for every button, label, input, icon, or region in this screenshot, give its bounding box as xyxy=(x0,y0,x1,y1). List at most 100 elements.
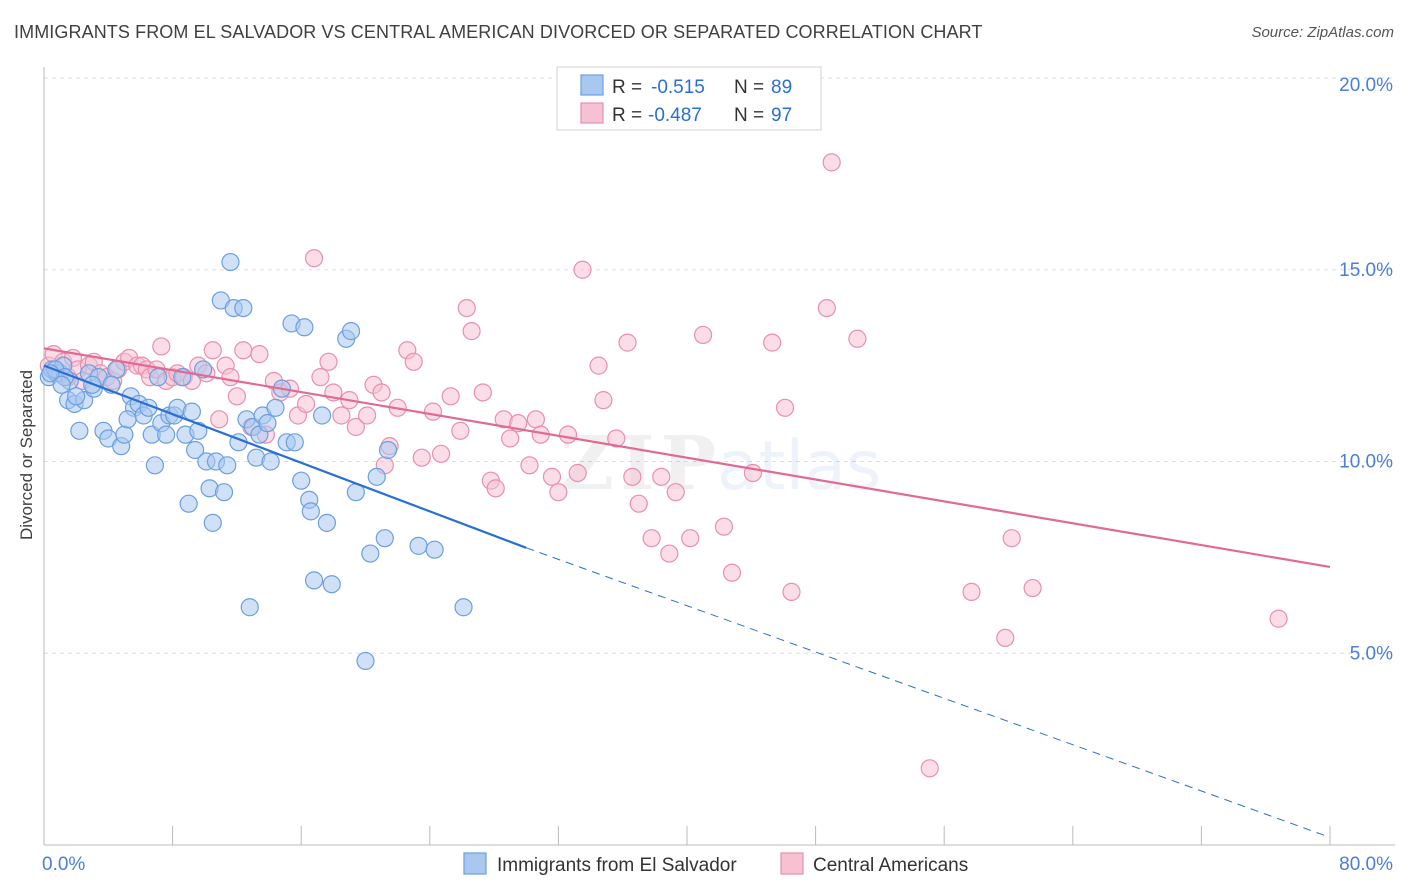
point-el-salvador xyxy=(182,402,201,421)
point-central-americans xyxy=(412,448,431,467)
trend-line-el-salvador xyxy=(43,364,527,549)
point-central-americans xyxy=(296,394,316,414)
series-legend: Immigrants from El Salvador Central Amer… xyxy=(463,852,968,876)
point-el-salvador xyxy=(285,433,304,452)
stats-legend: R = -0.515 N = 89 R = -0.487 N = 97 xyxy=(556,66,822,131)
point-central-americans xyxy=(763,333,782,352)
point-el-salvador xyxy=(186,440,205,460)
point-el-salvador xyxy=(118,410,137,429)
axes xyxy=(43,67,1395,846)
x-tick-labels: 0.0% 80.0% xyxy=(42,854,1393,875)
point-central-americans xyxy=(1269,609,1288,628)
point-central-americans xyxy=(346,417,365,437)
point-central-americans xyxy=(568,463,587,483)
stats-n-value-1: 89 xyxy=(771,77,792,98)
point-central-americans xyxy=(431,444,451,463)
stats-r-label-2: R = xyxy=(612,105,642,126)
trend-line-central-americans xyxy=(43,347,1331,569)
point-central-americans xyxy=(250,345,269,364)
point-central-americans xyxy=(542,467,562,486)
point-el-salvador xyxy=(214,483,234,502)
point-el-salvador xyxy=(149,368,168,387)
stats-r-label-1: R = xyxy=(612,77,642,98)
point-central-americans xyxy=(962,582,981,601)
point-central-americans xyxy=(372,383,391,402)
point-central-americans xyxy=(234,341,253,360)
stats-legend-swatch-pink xyxy=(580,102,604,124)
y-tick-label: 20.0% xyxy=(1339,75,1393,96)
stats-n-label-2: N = xyxy=(734,105,764,126)
point-central-americans xyxy=(681,529,700,548)
point-central-americans xyxy=(203,341,222,360)
point-central-americans xyxy=(589,356,608,375)
source-label: Source: ZipAtlas.com xyxy=(1251,24,1394,41)
point-central-americans xyxy=(304,249,324,268)
point-el-salvador xyxy=(157,425,176,444)
y-tick-label: 5.0% xyxy=(1350,643,1393,664)
point-el-salvador xyxy=(301,502,320,521)
point-el-salvador xyxy=(145,456,165,475)
point-central-americans xyxy=(660,544,679,563)
chart-title: IMMIGRANTS FROM EL SALVADOR VS CENTRAL A… xyxy=(14,22,983,42)
point-central-americans xyxy=(714,517,734,536)
point-el-salvador xyxy=(322,575,341,594)
stats-r-value-1: -0.515 xyxy=(651,77,705,98)
point-central-americans xyxy=(311,368,330,387)
point-el-salvador xyxy=(409,536,428,555)
point-el-salvador xyxy=(425,540,444,559)
y-tick-label: 10.0% xyxy=(1339,452,1393,473)
point-central-americans xyxy=(693,325,713,345)
point-central-americans xyxy=(782,582,801,601)
y-tick-label: 15.0% xyxy=(1339,260,1393,281)
point-el-salvador xyxy=(115,425,134,444)
point-central-americans xyxy=(666,483,685,502)
point-central-americans xyxy=(462,322,481,341)
point-el-salvador xyxy=(261,452,280,471)
point-central-americans xyxy=(332,406,351,425)
point-central-americans xyxy=(423,402,443,421)
point-el-salvador xyxy=(67,387,86,406)
point-central-americans xyxy=(594,391,613,410)
legend-swatch-central-americans xyxy=(780,852,804,875)
legend-label-el-salvador: Immigrants from El Salvador xyxy=(497,855,737,876)
point-el-salvador xyxy=(266,398,285,417)
stats-legend-swatch-blue xyxy=(580,74,604,96)
legend-swatch-el-salvador xyxy=(463,852,487,875)
point-el-salvador xyxy=(378,440,398,460)
point-central-americans xyxy=(623,467,642,486)
point-central-americans xyxy=(558,425,578,444)
point-central-americans xyxy=(848,329,867,348)
point-central-americans xyxy=(822,153,841,172)
point-el-salvador xyxy=(361,544,380,563)
point-central-americans xyxy=(457,299,476,318)
point-el-salvador xyxy=(52,375,71,394)
watermark-zip: ZIP xyxy=(560,421,722,507)
point-central-americans xyxy=(817,299,836,318)
legend-label-central-americans: Central Americans xyxy=(813,855,968,876)
point-el-salvador xyxy=(341,322,361,341)
point-central-americans xyxy=(629,494,648,513)
y-tick-labels: 5.0% 10.0% 15.0% 20.0% xyxy=(1339,75,1393,664)
trend-line-el-salvador-extrapolated xyxy=(526,547,1331,838)
point-central-americans xyxy=(451,421,470,440)
point-el-salvador xyxy=(312,406,332,425)
point-central-americans xyxy=(486,479,505,498)
point-central-americans xyxy=(549,483,568,502)
point-central-americans xyxy=(573,260,592,279)
point-el-salvador xyxy=(356,651,375,671)
point-el-salvador xyxy=(367,467,386,486)
point-central-americans xyxy=(221,368,240,387)
stats-n-label-1: N = xyxy=(734,77,764,98)
point-central-americans xyxy=(652,467,671,486)
point-central-americans xyxy=(607,429,626,448)
point-el-salvador xyxy=(258,414,277,433)
point-central-americans xyxy=(618,333,637,352)
series-el-salvador-points xyxy=(39,252,473,671)
x-tick-label-max: 80.0% xyxy=(1339,854,1393,875)
point-central-americans xyxy=(227,387,246,406)
point-central-americans xyxy=(319,352,338,371)
point-central-americans xyxy=(526,410,545,429)
point-central-americans xyxy=(1023,578,1042,598)
point-el-salvador xyxy=(218,456,237,475)
